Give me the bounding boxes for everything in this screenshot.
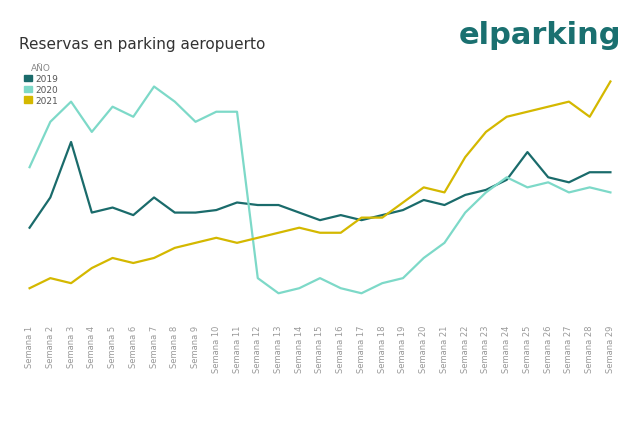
Text: Reservas en parking aeropuerto: Reservas en parking aeropuerto [19,37,266,52]
Legend: 2019, 2020, 2021: 2019, 2020, 2021 [24,64,58,106]
Text: elparking: elparking [458,21,621,50]
